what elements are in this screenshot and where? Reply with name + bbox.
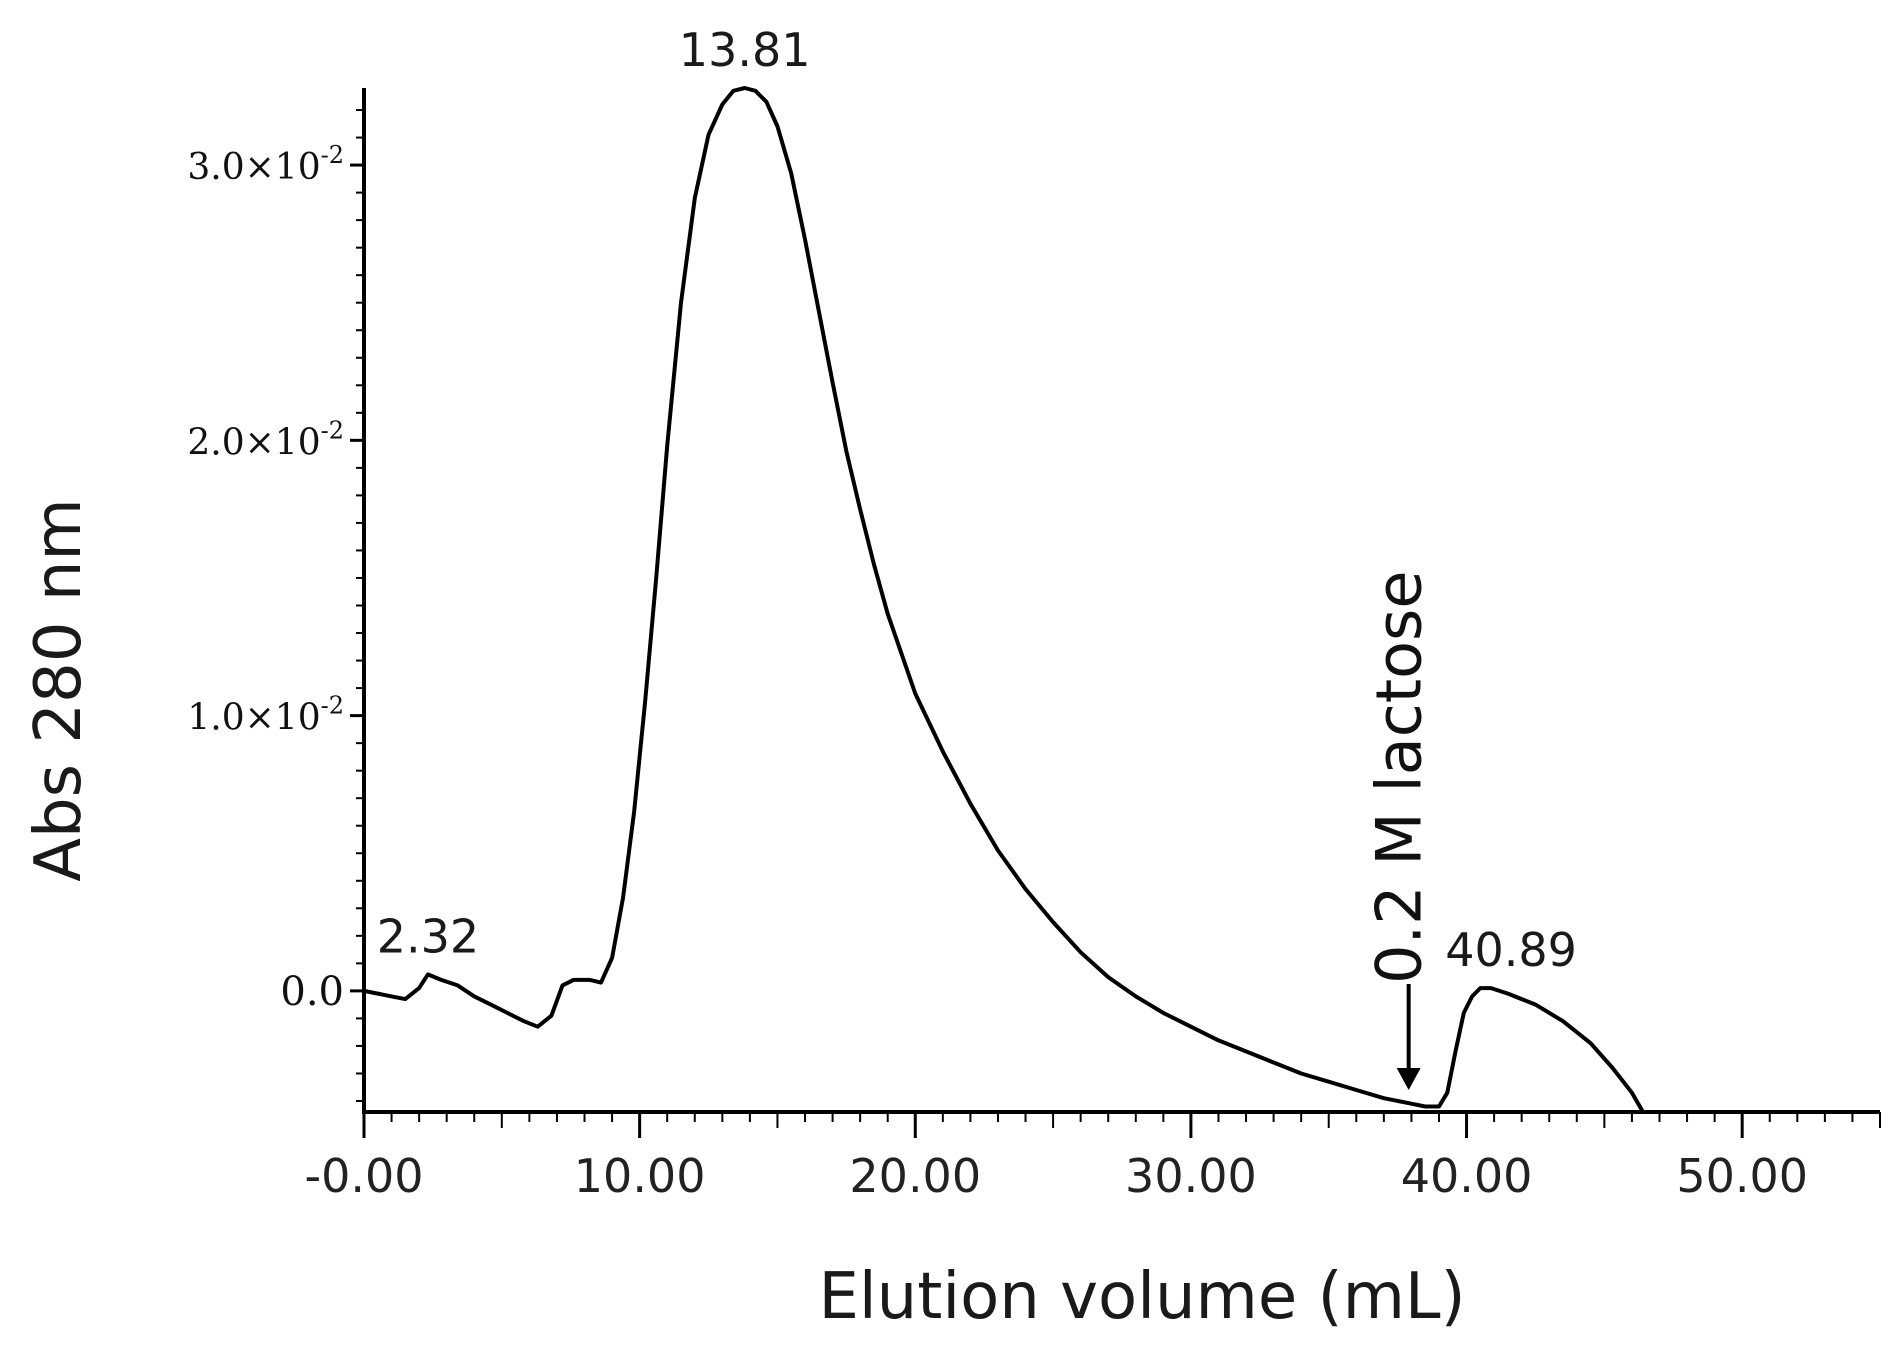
y-tick-mantissa: 1.0×10 bbox=[187, 698, 320, 739]
x-tick-label: 30.00 bbox=[1125, 1149, 1257, 1203]
y-tick-exponent: -2 bbox=[321, 141, 344, 169]
x-tick-label: 40.00 bbox=[1401, 1149, 1533, 1203]
lactose-arrowhead bbox=[1396, 1068, 1421, 1090]
absorbance-trace-line bbox=[363, 86, 1743, 1114]
y-tick-exponent: -2 bbox=[321, 692, 344, 720]
y-tick-mantissa: 3.0×10 bbox=[187, 147, 320, 188]
x-tick-label: -0.00 bbox=[304, 1149, 423, 1203]
y-tick-mantissa: 2.0×10 bbox=[187, 422, 320, 463]
annotations: 0.2 M lactose bbox=[1363, 570, 1436, 1090]
x-tick-label: 10.00 bbox=[574, 1149, 706, 1203]
x-tick-label: 20.00 bbox=[849, 1149, 981, 1203]
peak-label: 40.89 bbox=[1445, 923, 1577, 977]
peak-label: 2.32 bbox=[377, 909, 479, 963]
x-tick-label: 50.00 bbox=[1676, 1149, 1808, 1203]
y-axis-ticks: 0.01.0×10-22.0×10-23.0×10-2 bbox=[187, 141, 364, 1015]
y-tick-mantissa: 0.0 bbox=[280, 969, 344, 1015]
x-axis-ticks: -0.00 10.00 20.00 30.00 40.00 50.00 bbox=[304, 1112, 1808, 1203]
x-axis-minor-ticks bbox=[390, 1112, 1881, 1128]
x-axis-title: Elution volume (mL) bbox=[818, 1260, 1465, 1334]
y-tick-label: 3.0×10-2 bbox=[187, 141, 344, 188]
peak-labels: 2.32 13.81 40.89 bbox=[377, 23, 1577, 977]
y-tick-label: 0.0 bbox=[280, 969, 344, 1015]
y-axis-title: Abs 280 nm bbox=[22, 498, 96, 882]
y-tick-label: 1.0×10-2 bbox=[187, 692, 344, 739]
y-tick-label: 2.0×10-2 bbox=[187, 416, 344, 463]
lactose-annotation-label: 0.2 M lactose bbox=[1363, 570, 1436, 984]
y-tick-exponent: -2 bbox=[321, 416, 344, 444]
peak-label: 13.81 bbox=[679, 23, 811, 77]
